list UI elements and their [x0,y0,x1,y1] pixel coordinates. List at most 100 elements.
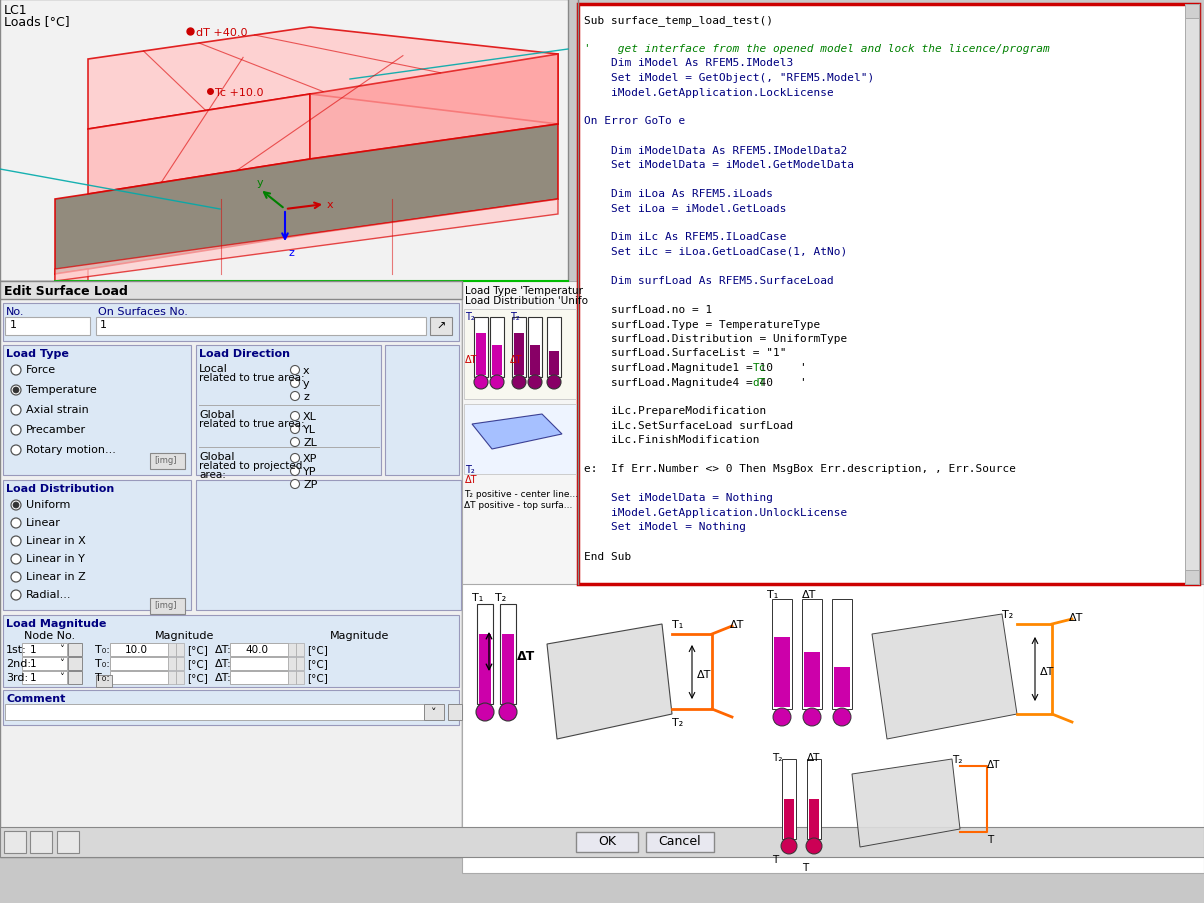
Text: [°C]: [°C] [307,658,327,668]
Circle shape [11,518,20,528]
Polygon shape [852,759,960,847]
Text: iModel.GetApplication.UnlockLicense: iModel.GetApplication.UnlockLicense [584,507,848,517]
Text: surfLoad.Distribution = UniformType: surfLoad.Distribution = UniformType [584,333,848,344]
Text: Set iModel = GetObject(, "RFEM5.Model"): Set iModel = GetObject(, "RFEM5.Model") [584,73,874,83]
FancyBboxPatch shape [96,675,112,687]
FancyBboxPatch shape [196,346,380,476]
FancyBboxPatch shape [196,480,461,610]
Circle shape [781,838,797,854]
FancyBboxPatch shape [110,671,169,684]
FancyBboxPatch shape [578,5,1199,584]
FancyBboxPatch shape [809,799,819,839]
Text: T: T [987,834,993,844]
Polygon shape [55,125,557,275]
FancyBboxPatch shape [2,690,459,725]
FancyBboxPatch shape [549,351,559,376]
Text: z: z [303,392,309,402]
Text: surfLoad.Magnitude4 = 40    ': surfLoad.Magnitude4 = 40 ' [584,377,820,387]
Text: T₀:: T₀: [95,672,110,683]
Text: ZP: ZP [303,479,318,489]
Circle shape [290,467,300,476]
FancyBboxPatch shape [476,333,486,376]
Text: Magnitude: Magnitude [155,630,214,640]
Text: OK: OK [598,834,616,847]
Circle shape [290,379,300,388]
Circle shape [13,387,19,394]
Text: [img]: [img] [154,600,177,610]
FancyBboxPatch shape [774,638,790,707]
FancyBboxPatch shape [296,657,303,670]
Text: Cancel: Cancel [659,834,701,847]
Text: ΔT:: ΔT: [216,672,231,683]
Text: 1: 1 [30,644,36,655]
FancyBboxPatch shape [110,657,169,670]
Text: dT: dT [752,377,766,387]
Polygon shape [88,28,557,130]
Circle shape [11,536,20,546]
Text: ΔT positive - top surfa...: ΔT positive - top surfa... [464,500,572,509]
FancyBboxPatch shape [0,282,462,857]
Text: T₂: T₂ [465,464,474,474]
Text: XP: XP [303,453,318,463]
Text: Axial strain: Axial strain [26,405,89,414]
Text: Comment: Comment [6,694,65,703]
Circle shape [11,573,20,582]
Text: LC1: LC1 [4,4,28,17]
Text: area:: area: [199,470,226,479]
FancyBboxPatch shape [288,657,296,670]
Text: Global: Global [199,452,235,461]
Text: ˅: ˅ [431,707,437,717]
Text: Load Magnitude: Load Magnitude [6,619,106,628]
Text: Load Type: Load Type [6,349,69,358]
Text: ΔT: ΔT [807,752,820,762]
Text: ΔT: ΔT [1069,612,1084,622]
FancyBboxPatch shape [502,634,514,704]
FancyBboxPatch shape [30,831,52,853]
FancyBboxPatch shape [2,303,459,341]
FancyBboxPatch shape [296,643,303,656]
Text: T₁: T₁ [472,592,483,602]
Text: iLc.SetSurfaceLoad surfLoad: iLc.SetSurfaceLoad surfLoad [584,421,793,431]
FancyBboxPatch shape [477,604,492,704]
Text: z: z [288,247,294,257]
Text: On Error GoTo e: On Error GoTo e [584,116,685,126]
Text: T₀:: T₀: [95,644,110,655]
Text: 40.0: 40.0 [244,644,268,655]
Text: T₂: T₂ [772,752,783,762]
Circle shape [11,500,20,510]
Text: Dim iLc As RFEM5.ILoadCase: Dim iLc As RFEM5.ILoadCase [584,232,786,242]
Text: Set iModelData = iModel.GetModelData: Set iModelData = iModel.GetModelData [584,160,854,170]
FancyBboxPatch shape [150,599,185,614]
FancyBboxPatch shape [514,333,524,376]
Text: Load Type 'Temperatur: Load Type 'Temperatur [465,285,583,295]
Text: related to true area:: related to true area: [199,373,305,383]
Text: Load Distribution 'Unifo: Load Distribution 'Unifo [465,295,588,305]
Text: 3rd:: 3rd: [6,672,28,683]
Text: T₂ positive - center line...: T₂ positive - center line... [464,489,578,498]
Text: iModel.GetApplication.LockLicense: iModel.GetApplication.LockLicense [584,88,833,98]
Text: related to true area:: related to true area: [199,418,305,429]
FancyBboxPatch shape [288,671,296,684]
FancyBboxPatch shape [0,282,462,300]
FancyBboxPatch shape [385,346,459,476]
Text: Precamber: Precamber [26,424,87,434]
FancyBboxPatch shape [804,652,820,707]
Text: Linear in Z: Linear in Z [26,572,85,582]
Text: T₁: T₁ [672,619,683,629]
Text: Magnitude: Magnitude [330,630,390,640]
Circle shape [476,703,494,721]
Text: Linear in Y: Linear in Y [26,554,84,563]
Text: YP: YP [303,467,317,477]
Text: ˅: ˅ [59,658,65,668]
Text: ΔT: ΔT [802,590,816,600]
Circle shape [290,454,300,463]
FancyBboxPatch shape [479,634,491,704]
Text: On Surfaces No.: On Surfaces No. [98,307,188,317]
Text: Force: Force [26,365,57,375]
Circle shape [290,438,300,447]
Text: Linear: Linear [26,517,61,527]
Circle shape [11,425,20,435]
Circle shape [833,708,851,726]
Text: Tc: Tc [752,363,766,373]
Text: [°C]: [°C] [187,644,208,655]
